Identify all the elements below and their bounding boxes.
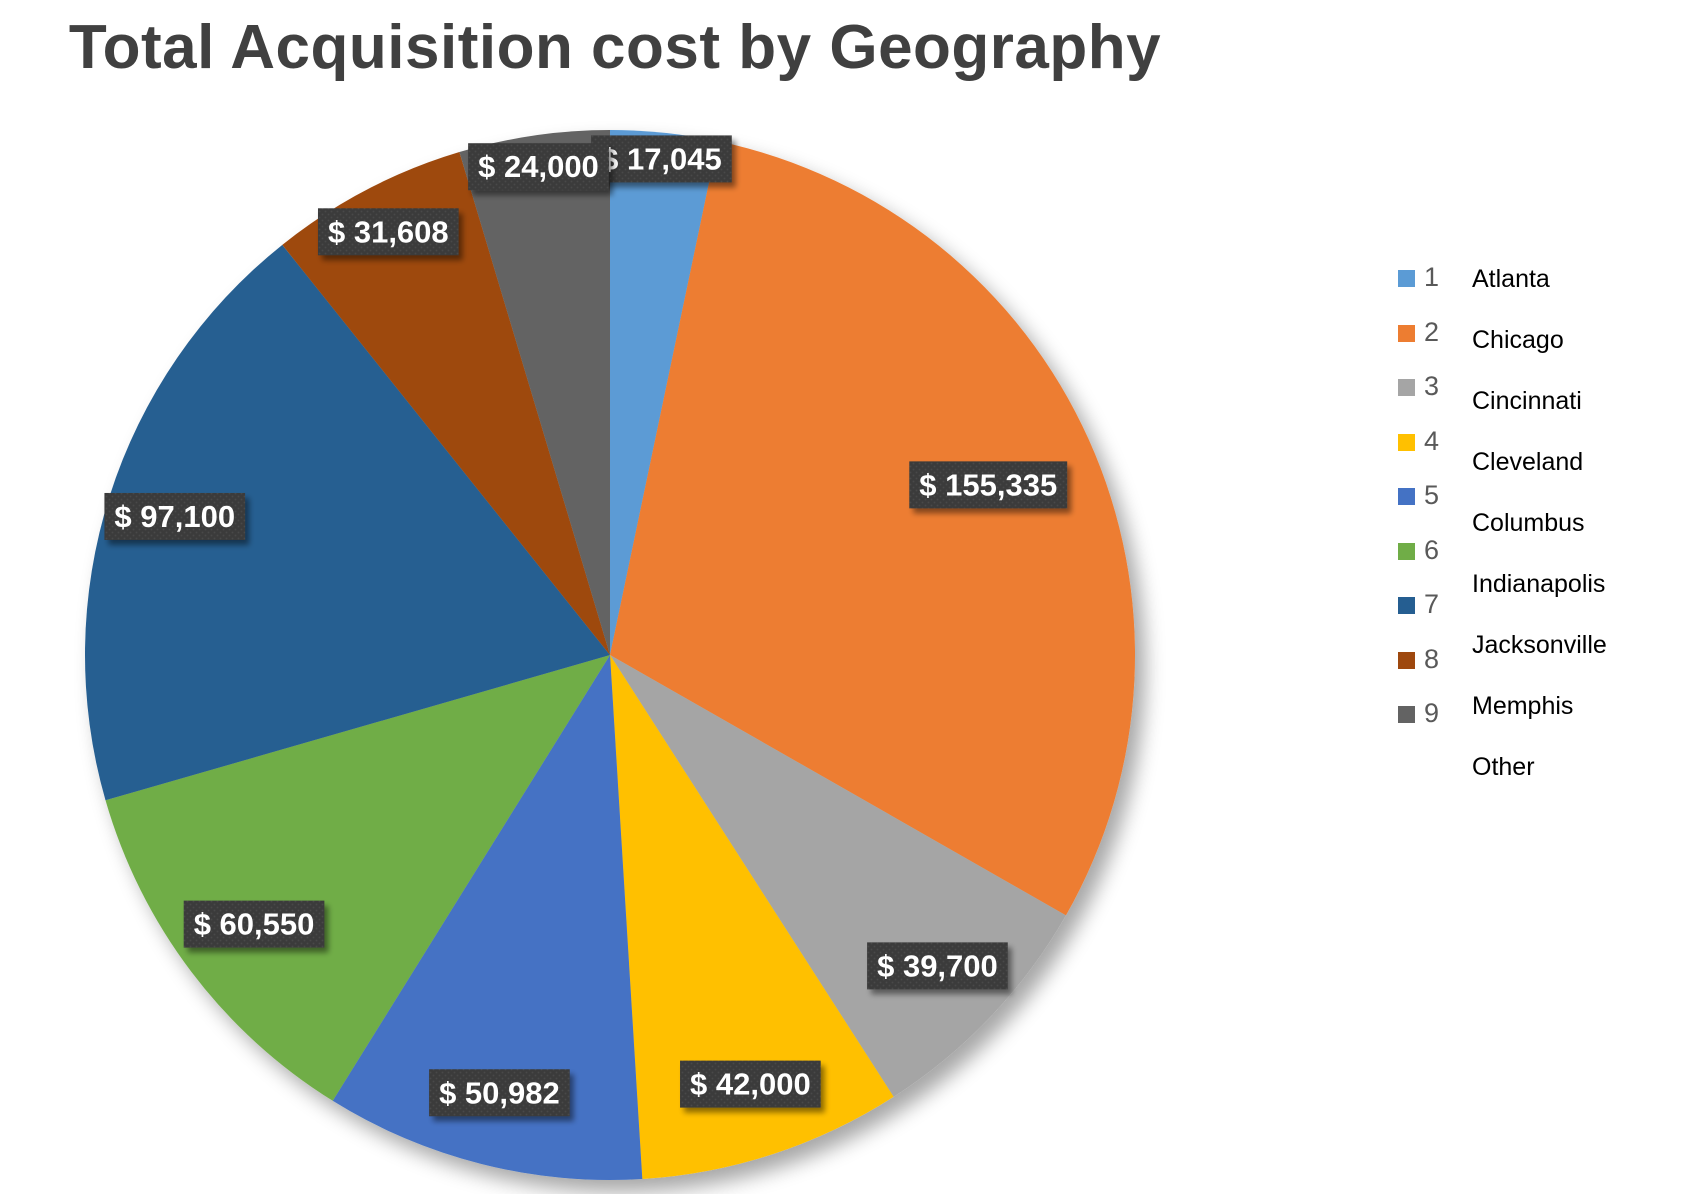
legend-label: 6 <box>1424 534 1440 565</box>
data-label-memphis: $ 31,608 <box>317 208 459 256</box>
legend-name-cincinnati: Cincinnati <box>1472 387 1582 415</box>
data-label-box <box>591 135 732 183</box>
data-label-text: $ 60,550 <box>194 907 315 942</box>
legend-name-memphis: Memphis <box>1472 692 1574 720</box>
data-labels: $ 17,045 $ 155,335 $ 39,700 $ 42,000 $ 50,98… <box>104 135 1068 1117</box>
data-label-box <box>680 1060 821 1108</box>
data-label-text: $ 24,000 <box>478 149 599 184</box>
data-label-text: $ 17,045 <box>601 141 722 176</box>
data-label-box <box>183 900 325 948</box>
data-label-text: $ 39,700 <box>877 948 998 983</box>
pie-slice-other <box>459 130 610 655</box>
data-label-chicago: $ 155,335 <box>909 461 1068 509</box>
chart-title: Total Acquisition cost by Geography <box>68 13 1162 82</box>
data-label-columbus: $ 50,982 <box>429 1069 570 1117</box>
legend-label: 9 <box>1424 698 1440 728</box>
legend-label: 2 <box>1424 316 1440 347</box>
legend-swatch <box>1398 488 1415 505</box>
data-label-cleveland: $ 42,000 <box>680 1060 821 1108</box>
pie-slice-cleveland <box>610 655 894 1180</box>
legend-swatch <box>1398 706 1415 723</box>
pie-slice-jacksonville <box>84 244 610 801</box>
data-label-box <box>317 208 459 256</box>
legend-label: 5 <box>1424 480 1440 510</box>
legend-label: 8 <box>1424 643 1440 674</box>
pie-slice-indianapolis <box>105 655 610 1101</box>
legend-swatch <box>1398 433 1415 451</box>
pie-slice-columbus <box>332 655 643 1180</box>
data-label-atlanta: $ 17,045 <box>591 135 732 183</box>
legend-label: 1 <box>1424 262 1440 292</box>
pie-slices <box>84 130 1135 1180</box>
legend-swatch <box>1398 270 1415 287</box>
data-label-jacksonville: $ 97,100 <box>104 492 246 540</box>
legend-name-atlanta: Atlanta <box>1472 265 1550 293</box>
legend-name-other: Other <box>1472 753 1535 781</box>
legend-label: 7 <box>1424 589 1440 619</box>
legend-swatch <box>1398 597 1415 614</box>
legend-swatch <box>1398 379 1415 396</box>
legend: 1 2 3 4 5 6 7 8 9 <box>1398 262 1668 802</box>
pie-slice-chicago <box>610 141 1135 916</box>
data-label-box <box>468 143 609 191</box>
data-label-text: $ 50,982 <box>439 1075 560 1110</box>
legend-name-jacksonville: Jacksonville <box>1472 631 1607 659</box>
legend-name-columbus: Columbus <box>1472 509 1585 537</box>
legend-name-indianapolis: Indianapolis <box>1472 570 1606 598</box>
legend-swatch <box>1398 542 1415 560</box>
pie-slice-atlanta <box>610 130 718 655</box>
data-label-text: $ 42,000 <box>690 1067 811 1102</box>
legend-swatch <box>1398 324 1415 342</box>
legend-name-cleveland: Cleveland <box>1472 448 1584 476</box>
pie-slice-memphis <box>282 152 610 656</box>
data-label-box <box>909 461 1068 509</box>
data-label-box <box>104 492 246 540</box>
data-label-box <box>429 1069 570 1117</box>
data-label-indianapolis: $ 60,550 <box>183 900 325 948</box>
legend-label: 4 <box>1424 425 1440 456</box>
legend-name-chicago: Chicago <box>1472 326 1564 354</box>
legend-swatch <box>1398 651 1415 669</box>
data-label-other: $ 24,000 <box>468 143 609 191</box>
data-label-text: $ 97,100 <box>114 499 235 534</box>
legend-label: 3 <box>1424 371 1440 401</box>
data-label-text: $ 155,335 <box>919 467 1057 502</box>
data-label-text: $ 31,608 <box>328 214 449 249</box>
data-label-cincinnati: $ 39,700 <box>867 942 1008 990</box>
data-label-box <box>867 942 1008 990</box>
